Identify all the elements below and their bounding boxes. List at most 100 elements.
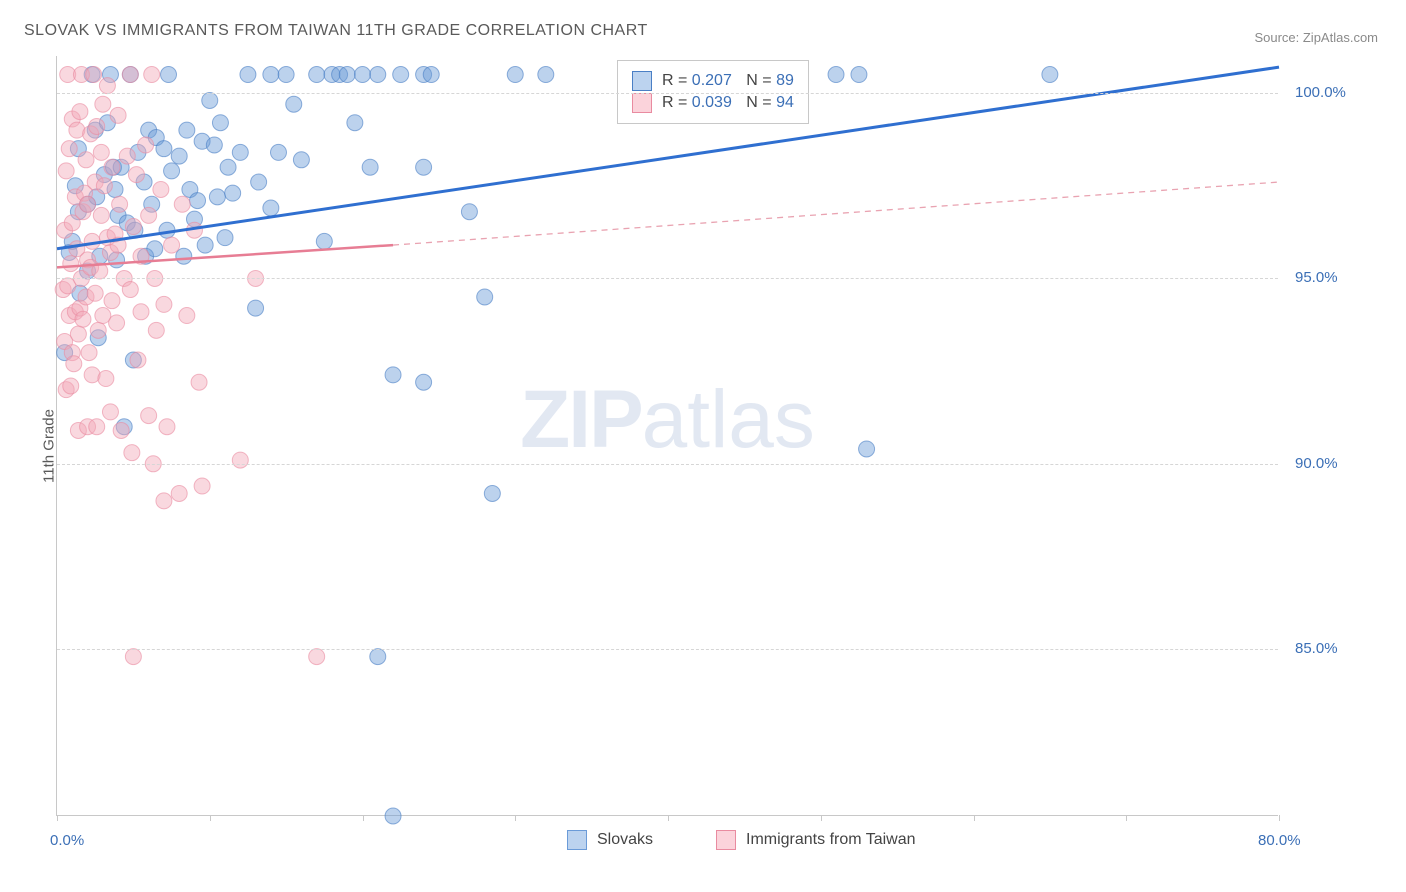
data-point [416, 374, 432, 390]
data-point [80, 196, 96, 212]
data-point [194, 478, 210, 494]
data-point [828, 67, 844, 83]
data-point [179, 122, 195, 138]
data-point [202, 92, 218, 108]
data-point [156, 296, 172, 312]
data-point [113, 422, 129, 438]
data-point [104, 159, 120, 175]
data-point [148, 322, 164, 338]
x-axis-start-label: 0.0% [50, 832, 84, 849]
data-point [95, 96, 111, 112]
data-point [309, 67, 325, 83]
data-point [263, 67, 279, 83]
data-point [225, 185, 241, 201]
data-point [316, 233, 332, 249]
data-point [191, 374, 207, 390]
data-point [90, 322, 106, 338]
chart-title: SLOVAK VS IMMIGRANTS FROM TAIWAN 11TH GR… [24, 22, 648, 40]
x-tick [210, 815, 211, 821]
data-point [122, 282, 138, 298]
data-point [220, 159, 236, 175]
data-point [484, 485, 500, 501]
data-point [125, 649, 141, 665]
data-point [190, 193, 206, 209]
data-point [385, 367, 401, 383]
data-point [63, 378, 79, 394]
legend-label: Immigrants from Taiwan [746, 831, 916, 849]
data-point [133, 304, 149, 320]
x-tick [515, 815, 516, 821]
data-point [81, 345, 97, 361]
data-point [89, 419, 105, 435]
data-point [70, 326, 86, 342]
data-point [161, 67, 177, 83]
data-point [362, 159, 378, 175]
x-tick [363, 815, 364, 821]
data-point [102, 404, 118, 420]
data-point [176, 248, 192, 264]
data-point [93, 207, 109, 223]
data-point [156, 141, 172, 157]
x-tick [1126, 815, 1127, 821]
data-point [309, 649, 325, 665]
swatch-icon [632, 93, 652, 113]
data-point [93, 144, 109, 160]
data-point [75, 311, 91, 327]
data-point [144, 67, 160, 83]
data-point [164, 163, 180, 179]
data-point [209, 189, 225, 205]
data-point [1042, 67, 1058, 83]
x-tick [974, 815, 975, 821]
swatch-icon [716, 830, 736, 850]
data-point [141, 408, 157, 424]
data-point [104, 293, 120, 309]
data-point [138, 137, 154, 153]
data-point [477, 289, 493, 305]
trend-line [393, 182, 1279, 245]
legend-row-slovaks: R = 0.207 N = 89 [632, 71, 794, 91]
data-point [270, 144, 286, 160]
data-point [130, 352, 146, 368]
series-legend-item: Slovaks [567, 830, 653, 850]
data-point [124, 445, 140, 461]
x-tick [668, 815, 669, 821]
data-point [859, 441, 875, 457]
data-point [232, 452, 248, 468]
data-point [61, 141, 77, 157]
data-point [110, 107, 126, 123]
r-label: R = 0.039 [662, 94, 732, 112]
data-point [141, 207, 157, 223]
data-point [197, 237, 213, 253]
data-point [98, 371, 114, 387]
data-point [96, 178, 112, 194]
y-axis-label: 11th Grade [40, 409, 57, 483]
swatch-icon [567, 830, 587, 850]
gridline [57, 464, 1278, 465]
data-point [87, 285, 103, 301]
legend-row-taiwan: R = 0.039 N = 94 [632, 93, 794, 113]
data-point [217, 230, 233, 246]
x-tick [57, 815, 58, 821]
x-axis-end-label: 80.0% [1258, 832, 1301, 849]
x-tick [1279, 815, 1280, 821]
data-point [58, 163, 74, 179]
data-point [370, 67, 386, 83]
data-point [355, 67, 371, 83]
data-point [507, 67, 523, 83]
data-point [278, 67, 294, 83]
n-label: N = 89 [742, 72, 794, 90]
data-point [851, 67, 867, 83]
y-tick-label: 85.0% [1295, 640, 1338, 657]
correlation-legend: R = 0.207 N = 89 R = 0.039 N = 94 [617, 60, 809, 124]
data-point [293, 152, 309, 168]
data-point [72, 104, 88, 120]
data-point [179, 308, 195, 324]
data-point [206, 137, 222, 153]
data-point [86, 67, 102, 83]
data-point [112, 196, 128, 212]
data-point [174, 196, 190, 212]
data-point [423, 67, 439, 83]
data-point [125, 219, 141, 235]
y-tick-label: 100.0% [1295, 84, 1346, 101]
data-point [171, 485, 187, 501]
